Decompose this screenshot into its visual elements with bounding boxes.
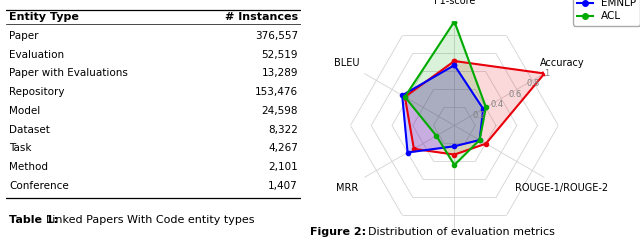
ACL — [451, 20, 458, 23]
Text: Method: Method — [10, 162, 49, 172]
Text: # Instances: # Instances — [225, 12, 298, 22]
NAACL — [482, 142, 490, 145]
Text: 4,267: 4,267 — [268, 143, 298, 153]
NAACL — [451, 60, 458, 62]
Text: 24,598: 24,598 — [261, 106, 298, 116]
Text: Figure 2:: Figure 2: — [310, 227, 367, 237]
ACL — [482, 106, 490, 109]
Text: 2,101: 2,101 — [268, 162, 298, 172]
NAACL — [401, 95, 409, 98]
Text: 1: 1 — [545, 69, 550, 78]
ACL — [433, 134, 440, 137]
EMNLP — [479, 107, 487, 110]
Line: EMNLP: EMNLP — [400, 63, 485, 155]
EMNLP — [451, 145, 458, 148]
Text: 0.8: 0.8 — [527, 79, 540, 88]
Polygon shape — [402, 65, 483, 152]
Text: 52,519: 52,519 — [261, 49, 298, 60]
Text: Evaluation: Evaluation — [10, 49, 65, 60]
ACL — [451, 20, 458, 23]
Text: Dataset: Dataset — [10, 125, 50, 135]
Text: Table 1:: Table 1: — [10, 215, 58, 225]
Text: Conference: Conference — [10, 181, 69, 191]
ACL — [476, 139, 483, 141]
Text: Entity Type: Entity Type — [10, 12, 79, 22]
Text: Task: Task — [10, 143, 32, 153]
Text: 13,289: 13,289 — [261, 68, 298, 78]
NAACL — [451, 153, 458, 156]
EMNLP — [398, 94, 406, 97]
NAACL — [410, 147, 418, 150]
Text: Distribution of evaluation metrics: Distribution of evaluation metrics — [368, 227, 555, 237]
Text: Model: Model — [10, 106, 40, 116]
Legend: NAACL, EMNLP, ACL: NAACL, EMNLP, ACL — [573, 0, 640, 26]
Text: Paper: Paper — [10, 31, 39, 41]
Polygon shape — [405, 22, 486, 165]
NAACL — [451, 60, 458, 62]
ACL — [451, 163, 458, 166]
Text: 0.4: 0.4 — [490, 100, 504, 109]
Polygon shape — [405, 61, 545, 155]
Text: Repository: Repository — [10, 87, 65, 97]
Text: 1,407: 1,407 — [268, 181, 298, 191]
Line: NAACL: NAACL — [403, 59, 547, 157]
Text: 8,322: 8,322 — [268, 125, 298, 135]
Text: 0.6: 0.6 — [508, 90, 522, 99]
Text: 153,476: 153,476 — [255, 87, 298, 97]
EMNLP — [476, 139, 483, 141]
Line: ACL: ACL — [403, 19, 488, 167]
Text: Linked Papers With Code entity types: Linked Papers With Code entity types — [46, 215, 255, 225]
EMNLP — [451, 64, 458, 67]
ACL — [401, 95, 409, 98]
EMNLP — [451, 64, 458, 67]
Text: Paper with Evaluations: Paper with Evaluations — [10, 68, 128, 78]
NAACL — [541, 72, 548, 75]
EMNLP — [404, 151, 412, 154]
Text: 0.2: 0.2 — [472, 111, 486, 120]
Text: 376,557: 376,557 — [255, 31, 298, 41]
